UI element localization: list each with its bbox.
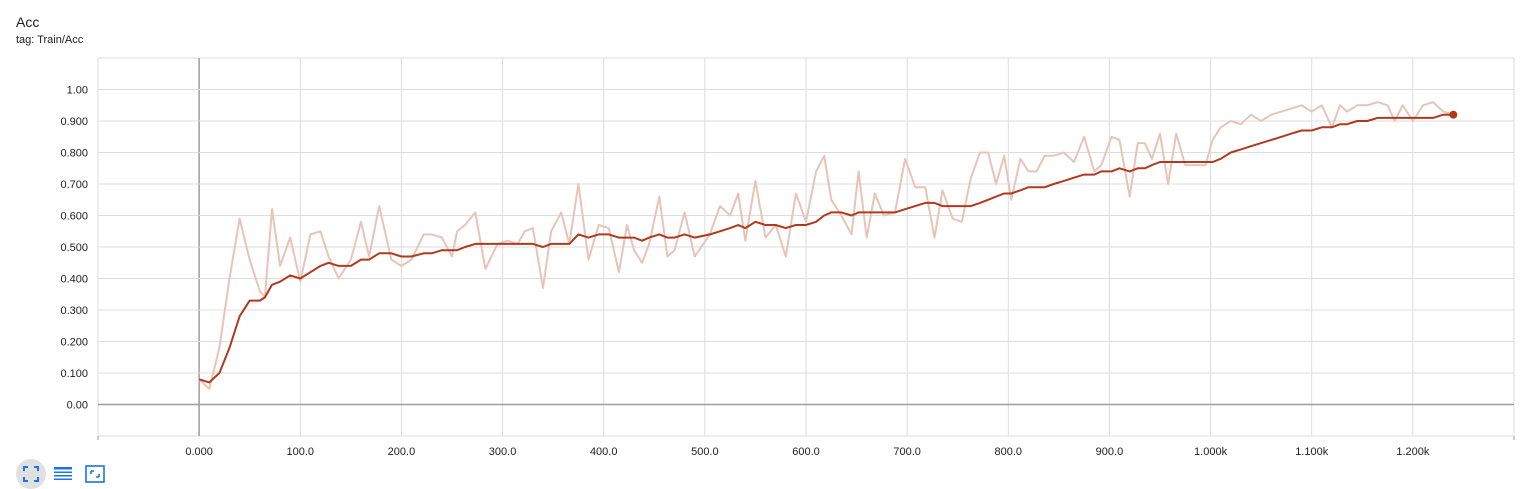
x-tick-label: 400.0	[590, 446, 618, 458]
x-tick-label: 100.0	[287, 446, 315, 458]
expand-chart-icon	[23, 466, 39, 482]
y-tick-label: 1.00	[67, 85, 88, 97]
smoothed-series-line	[198, 113, 1454, 384]
y-tick-label: 0.300	[60, 305, 88, 317]
raw-series-line	[198, 101, 1454, 390]
log-scale-icon	[54, 467, 72, 480]
x-tick-label: 500.0	[691, 446, 719, 458]
x-tick-label: 600.0	[792, 446, 820, 458]
y-tick-label: 0.500	[60, 242, 88, 254]
x-tick-label: 200.0	[388, 446, 416, 458]
chart-title: Acc	[16, 14, 40, 30]
y-tick-label: 0.00	[67, 400, 88, 412]
expand-chart-button[interactable]	[16, 459, 46, 489]
log-scale-button[interactable]	[48, 459, 78, 489]
x-tick-label: 1.000k	[1194, 446, 1228, 458]
fit-domain-button[interactable]	[80, 459, 110, 489]
chart-tag: tag: Train/Acc	[16, 34, 84, 46]
x-tick-label: 1.200k	[1396, 446, 1430, 458]
y-tick-label: 0.700	[60, 179, 88, 191]
x-tick-label: 1.100k	[1295, 446, 1329, 458]
y-tick-label: 0.900	[60, 116, 88, 128]
x-tick-label: 900.0	[1096, 446, 1124, 458]
tick-labels: 0.000 100.0 200.0 300.0 400.0 500.0 600.0 700.0…	[60, 85, 1429, 459]
y-tick-label: 0.200	[60, 337, 88, 349]
series-lines	[198, 101, 1458, 390]
x-tick-label: 300.0	[489, 446, 517, 458]
y-tick-label: 0.600	[60, 211, 88, 223]
y-tick-label: 0.800	[60, 148, 88, 160]
x-tick-label: 800.0	[995, 446, 1023, 458]
y-tick-label: 0.100	[60, 368, 88, 380]
x-tick-label: 0.000	[185, 446, 213, 458]
y-tick-label: 0.400	[60, 274, 88, 286]
fit-domain-icon	[85, 465, 105, 483]
x-tick-label: 700.0	[893, 446, 921, 458]
chart-toolbar	[16, 459, 112, 489]
last-point-marker	[1449, 110, 1458, 119]
grid-lines	[97, 57, 1515, 440]
